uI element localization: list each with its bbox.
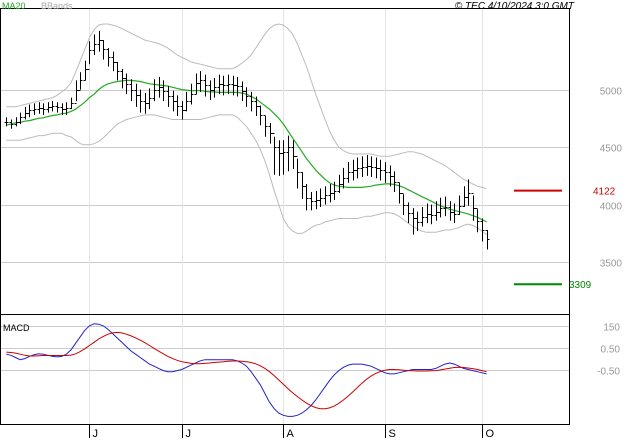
bollinger-lower-line — [6, 114, 487, 235]
resistance-label: 4122 — [593, 187, 616, 198]
copyright-text: © TEC 4/10/2024 3:0 GMT — [455, 1, 575, 12]
macd-y-tick-label: -0.50 — [597, 367, 620, 378]
price-panel-frame — [0, 8, 570, 315]
x-tick-label: S — [389, 428, 396, 440]
price-y-tick-label: 3500 — [600, 259, 623, 270]
ma20-legend-label: MA20 — [2, 1, 26, 11]
macd-y-axis: 150 0.50 -0.50 — [597, 323, 620, 378]
x-tick-label: O — [486, 428, 495, 440]
x-tick-label: J — [93, 428, 99, 440]
price-gridlines — [1, 9, 569, 314]
x-tick-label: A — [287, 428, 295, 440]
x-tick-label: J — [186, 428, 192, 440]
price-y-tick-label: 5000 — [600, 87, 623, 98]
price-bars — [4, 30, 490, 250]
price-y-axis: 3500 4000 4500 5000 — [600, 87, 623, 270]
macd-y-tick-label: 150 — [603, 323, 620, 334]
macd-y-tick-label: 0.50 — [601, 345, 621, 356]
bbands-legend-label: BBands — [41, 1, 73, 11]
macd-gridlines — [1, 315, 569, 424]
price-y-tick-label: 4500 — [600, 144, 623, 155]
macd-panel-frame — [0, 314, 570, 425]
bollinger-upper-line — [6, 23, 487, 189]
support-label: 3309 — [569, 280, 592, 291]
signal-line — [6, 331, 487, 410]
price-y-tick-label: 4000 — [600, 202, 623, 213]
macd-title: MACD — [3, 323, 30, 333]
